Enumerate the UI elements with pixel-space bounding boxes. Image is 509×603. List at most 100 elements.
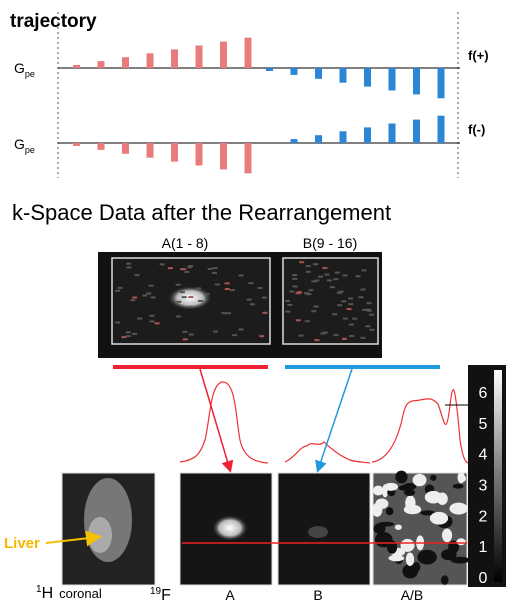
signal: [308, 526, 328, 538]
pulse: [171, 49, 178, 68]
section-title: k-Space Data after the Rearrangement: [12, 200, 391, 225]
speckle: [257, 287, 262, 289]
pulse: [73, 65, 80, 68]
speckle: [349, 324, 354, 326]
speckle: [182, 331, 187, 333]
speckle: [362, 269, 367, 271]
speckle: [160, 263, 165, 265]
patch: [449, 503, 467, 515]
pulse: [389, 124, 396, 144]
speckle: [322, 267, 327, 269]
speckle: [360, 337, 365, 339]
pulse: [438, 68, 445, 98]
patch: [395, 524, 402, 529]
annotation: Liver: [4, 535, 40, 552]
speckle: [311, 280, 316, 282]
speckle: [248, 282, 253, 284]
caption: A: [225, 587, 235, 603]
speckle: [183, 338, 188, 340]
axis-sub: pe: [25, 145, 35, 155]
speckle: [352, 318, 357, 320]
pulse: [413, 120, 420, 143]
speckle: [239, 274, 244, 276]
speckle: [314, 339, 319, 341]
axis-sub: pe: [25, 69, 35, 79]
pulse: [413, 68, 420, 94]
pulse: [147, 53, 154, 68]
pulse: [220, 143, 227, 169]
speckle: [289, 291, 294, 293]
speckle: [293, 285, 298, 287]
speckle: [132, 297, 137, 299]
patch: [372, 503, 382, 517]
axis-main: G: [14, 136, 25, 152]
patch: [375, 532, 393, 547]
colorbar-label: 5: [479, 416, 488, 433]
speckle: [332, 313, 337, 315]
signal: [212, 515, 248, 541]
caption-main: H: [42, 585, 54, 602]
patch: [442, 529, 452, 543]
speckle: [348, 297, 353, 299]
speckle: [215, 283, 220, 285]
pulse: [196, 143, 203, 166]
speckle: [239, 328, 244, 330]
speckle: [213, 331, 218, 333]
speckle: [262, 312, 267, 314]
speckle: [366, 309, 371, 311]
pulse: [73, 143, 80, 146]
speckle: [333, 278, 338, 280]
speckle: [247, 299, 252, 301]
colorbar-label: 6: [479, 385, 488, 402]
speckle: [146, 292, 151, 294]
speckle: [320, 333, 325, 335]
patch: [384, 483, 398, 491]
pulse: [364, 68, 371, 87]
speckle: [222, 312, 227, 314]
pulse: [245, 38, 252, 68]
speckle: [132, 333, 137, 335]
row-label: f(-): [468, 122, 485, 137]
gradient-pulses: [73, 38, 445, 174]
speckle: [306, 265, 311, 267]
speckle: [330, 286, 335, 288]
speckle: [287, 304, 292, 306]
arrow: [200, 369, 230, 470]
speckle: [115, 290, 120, 292]
patch: [430, 512, 448, 525]
pulse: [291, 139, 298, 143]
patch: [456, 538, 465, 545]
speckle: [285, 311, 290, 313]
speckle: [324, 274, 329, 276]
colorbar-label: 0: [479, 570, 488, 587]
speckle: [292, 274, 297, 276]
speckle: [356, 275, 361, 277]
speckle: [299, 335, 304, 337]
pulse: [98, 143, 105, 150]
speckle: [184, 271, 189, 273]
title: trajectory: [10, 11, 97, 32]
patch: [425, 491, 442, 504]
speckle: [337, 304, 342, 306]
colorbar-label: 4: [479, 447, 488, 464]
speckle: [150, 320, 155, 322]
speckle: [130, 299, 135, 301]
caption-sup: 19: [150, 586, 162, 597]
pulse: [245, 143, 252, 173]
speckle: [225, 288, 230, 290]
speckle: [126, 335, 131, 337]
pulse: [315, 68, 322, 79]
speckle: [137, 318, 142, 320]
speckle: [189, 334, 194, 336]
patch: [373, 485, 384, 495]
pulse: [340, 68, 347, 83]
speckle: [347, 308, 352, 310]
speckle: [262, 297, 267, 299]
speckle: [187, 266, 192, 268]
speckle: [370, 329, 375, 331]
row-label: f(+): [468, 48, 489, 63]
pulse: [364, 127, 371, 143]
speckle: [182, 296, 187, 298]
speckle: [306, 271, 311, 273]
patch: [406, 552, 414, 566]
